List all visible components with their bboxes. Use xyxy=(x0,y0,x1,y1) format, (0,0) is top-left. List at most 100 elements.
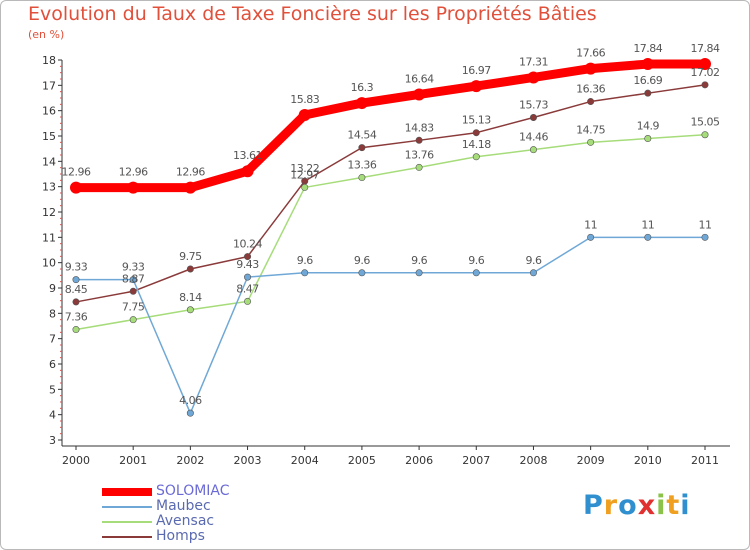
data-point-solomiac xyxy=(470,80,483,93)
data-label-solomiac: 12.96 xyxy=(176,166,205,179)
legend-label: Homps xyxy=(156,528,205,544)
x-tick-label: 2010 xyxy=(634,454,662,467)
series-line-homps xyxy=(75,84,706,303)
data-point-maubec xyxy=(472,269,480,277)
data-point-homps xyxy=(415,136,423,144)
data-label-avensac: 7.36 xyxy=(65,311,88,324)
data-point-avensac xyxy=(301,183,309,191)
y-tick-label: 8 xyxy=(49,307,56,320)
logo-letter: P xyxy=(583,490,604,521)
data-point-homps xyxy=(644,89,652,97)
y-tick-label: 11 xyxy=(42,231,56,244)
data-label-solomiac: 16.3 xyxy=(351,81,374,94)
data-point-homps xyxy=(529,114,537,122)
data-label-avensac: 14.46 xyxy=(519,131,548,144)
x-tick-label: 2001 xyxy=(119,454,147,467)
logo-letter: x xyxy=(637,490,657,521)
data-label-avensac: 13.76 xyxy=(405,148,434,161)
logo-letter: i xyxy=(656,490,667,521)
data-label-solomiac: 15.83 xyxy=(290,93,319,106)
y-tick-label: 5 xyxy=(49,383,56,396)
chart-axes xyxy=(58,59,730,450)
data-labels: 12.96 12.96 12.96 13.61 15.83 16.3 16.64 16.97 1… xyxy=(62,42,721,407)
data-point-solomiac xyxy=(699,58,711,71)
y-tick-label: 17 xyxy=(42,79,56,92)
data-label-solomiac: 17.84 xyxy=(691,42,720,55)
y-tick-label: 3 xyxy=(49,434,56,447)
data-label-solomiac: 17.84 xyxy=(633,42,662,55)
data-point-solomiac xyxy=(184,181,197,194)
data-label-homps: 9.75 xyxy=(179,250,202,263)
legend-swatch xyxy=(102,521,152,523)
data-point-avensac xyxy=(244,297,252,305)
data-point-homps xyxy=(186,265,194,273)
data-point-solomiac xyxy=(355,97,368,110)
data-label-avensac: 13.36 xyxy=(347,159,376,172)
tick-labels: 3 4 5 6 7 8 9 10 11 12 13 14 15 16 17 18 2000 2001 2002 200… xyxy=(42,54,719,467)
data-point-solomiac xyxy=(241,165,254,178)
logo-letter: r xyxy=(603,490,619,521)
legend-label: SOLOMIAC xyxy=(156,483,230,499)
data-label-homps: 16.69 xyxy=(633,74,662,87)
data-label-avensac: 14.18 xyxy=(462,138,491,151)
data-label-homps: 10.24 xyxy=(233,238,262,251)
data-label-solomiac: 12.96 xyxy=(62,166,91,179)
data-point-solomiac xyxy=(641,58,654,71)
data-point-maubec xyxy=(244,273,252,281)
x-tick-label: 2011 xyxy=(691,454,719,467)
legend-swatch xyxy=(102,536,152,538)
y-tick-label: 10 xyxy=(42,257,56,270)
data-point-homps xyxy=(72,298,80,306)
data-label-solomiac: 16.64 xyxy=(405,72,434,85)
data-point-maubec xyxy=(129,276,137,284)
legend-label: Maubec xyxy=(156,498,211,514)
data-point-avensac xyxy=(472,153,480,161)
logo-letter: t xyxy=(666,490,681,521)
y-tick-label: 4 xyxy=(49,409,56,422)
data-label-avensac: 7.75 xyxy=(122,301,145,314)
x-tick-label: 2006 xyxy=(405,454,433,467)
x-tick-label: 2000 xyxy=(62,454,90,467)
data-point-avensac xyxy=(415,163,423,171)
y-tick-label: 18 xyxy=(42,54,56,67)
x-tick-label: 2008 xyxy=(519,454,547,467)
data-label-maubec: 9.33 xyxy=(122,261,145,274)
data-point-homps xyxy=(129,287,137,295)
data-label-avensac: 14.9 xyxy=(637,120,660,133)
data-point-maubec xyxy=(301,269,309,277)
x-tick-label: 2009 xyxy=(577,454,605,467)
data-point-maubec xyxy=(72,276,80,284)
data-label-avensac: 8.47 xyxy=(236,282,259,295)
data-point-solomiac xyxy=(70,181,82,194)
logo-letter: o xyxy=(618,490,638,521)
data-label-maubec: 9.6 xyxy=(468,254,484,267)
y-tick-label: 13 xyxy=(42,181,56,194)
data-label-homps: 15.73 xyxy=(519,99,548,112)
data-label-homps: 8.45 xyxy=(65,283,88,296)
data-point-avensac xyxy=(701,131,709,139)
data-label-maubec: 9.6 xyxy=(525,254,541,267)
data-label-avensac: 12.97 xyxy=(290,168,319,181)
data-label-avensac: 14.75 xyxy=(576,123,605,136)
series-line-maubec xyxy=(75,236,706,414)
data-label-maubec: 9.33 xyxy=(65,261,88,274)
x-tick-label: 2007 xyxy=(462,454,490,467)
data-label-avensac: 8.14 xyxy=(179,291,202,304)
data-point-avensac xyxy=(358,174,366,182)
chart-title: Evolution du Taux de Taxe Foncière sur l… xyxy=(28,3,597,25)
data-point-avensac xyxy=(644,135,652,143)
legend-swatch xyxy=(102,506,152,508)
data-point-avensac xyxy=(529,146,537,154)
data-point-solomiac xyxy=(127,181,140,194)
data-point-avensac xyxy=(72,326,80,334)
y-tick-label: 9 xyxy=(49,282,56,295)
data-point-avensac xyxy=(129,316,137,324)
y-tick-label: 15 xyxy=(42,130,56,143)
data-label-solomiac: 13.61 xyxy=(233,149,262,162)
y-tick-label: 16 xyxy=(42,105,56,118)
data-point-avensac xyxy=(587,138,595,146)
logo-letter: i xyxy=(680,490,691,521)
data-label-homps: 13.22 xyxy=(290,162,319,175)
